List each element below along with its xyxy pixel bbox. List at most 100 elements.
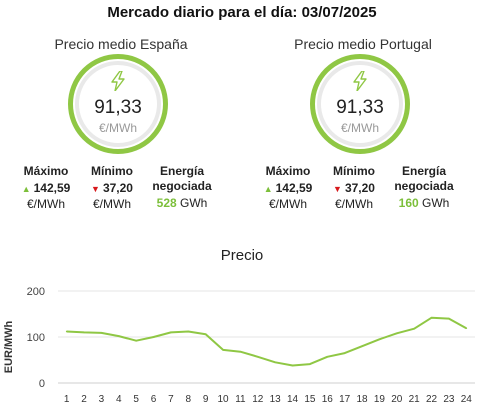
max-value: 142,59 [275, 181, 313, 195]
max-label: Máximo [23, 164, 69, 178]
x-tick-label: 14 [287, 394, 299, 405]
price-gauge: 91,33 €/MWh [310, 54, 410, 154]
data-point [204, 333, 207, 336]
triangle-down-icon: ▼ [91, 184, 100, 194]
x-tick-label: 18 [357, 394, 369, 405]
x-tick-label: 3 [99, 394, 105, 405]
data-point [413, 327, 415, 330]
y-tick-label: 100 [27, 332, 45, 344]
energy-label: Energía [401, 164, 446, 178]
gauge-unit: €/MWh [340, 121, 379, 135]
data-point [118, 335, 120, 337]
stat-minimum: Mínimo ▼ 37,20 €/MWh [82, 164, 142, 212]
energy-label-2: negociada [394, 179, 454, 193]
data-point [430, 316, 433, 319]
data-point [448, 317, 450, 320]
max-unit: €/MWh [268, 197, 307, 211]
min-unit: €/MWh [334, 197, 373, 211]
data-point [222, 349, 224, 351]
gauge-value: 91,33 [94, 97, 142, 118]
stat-energy: Energía negociada 160 GWh [388, 164, 460, 211]
min-value: 37,20 [102, 181, 133, 195]
y-tick-label: 200 [27, 286, 45, 298]
x-tick-label: 20 [391, 394, 403, 405]
data-point [396, 332, 398, 335]
stat-energy: Energía negociada 528 GWh [146, 164, 218, 211]
data-point [239, 350, 242, 353]
lightning-bolt-icon [315, 71, 405, 91]
data-point [465, 327, 468, 330]
data-point [378, 338, 381, 341]
panel-spain: Precio medio España 91,33 €/MWh Máximo ▲… [0, 36, 242, 221]
max-unit: €/MWh [26, 197, 65, 211]
data-point [326, 355, 329, 358]
data-point [291, 364, 294, 367]
gauge-inner-ring [75, 61, 161, 147]
panel-heading: Precio medio España [54, 36, 188, 52]
data-point [274, 361, 276, 364]
data-point [361, 345, 363, 347]
x-tick-label: 12 [252, 394, 264, 405]
page-title: Mercado diario para el día: 03/07/2025 [107, 4, 377, 21]
y-tick-label: 0 [39, 378, 45, 390]
chart-title: Precio [220, 247, 264, 264]
x-tick-label: 5 [133, 394, 139, 405]
min-value: 37,20 [344, 181, 375, 195]
x-tick-label: 9 [203, 394, 209, 405]
stat-minimum: Mínimo ▼ 37,20 €/MWh [324, 164, 384, 212]
x-tick-label: 16 [322, 394, 334, 405]
triangle-up-icon: ▲ [21, 184, 31, 194]
stat-maximum: Máximo ▲ 142,59 €/MWh [14, 164, 78, 212]
x-tick-label: 24 [461, 394, 473, 405]
x-tick-label: 4 [116, 394, 122, 405]
data-point [257, 355, 259, 358]
data-point [65, 330, 68, 333]
price-gauge: 91,33 €/MWh [68, 54, 168, 154]
energy-unit: GWh [422, 196, 450, 210]
x-tick-label: 7 [168, 394, 174, 405]
gauge-unit: €/MWh [98, 121, 137, 135]
data-point [100, 332, 103, 334]
data-point [187, 330, 190, 333]
lightning-bolt-icon [73, 71, 163, 91]
data-point [170, 331, 172, 334]
data-point [83, 331, 85, 334]
panel-portugal: Precio medio Portugal 91,33 €/MWh Máximo… [242, 36, 484, 221]
x-tick-label: 21 [409, 394, 421, 405]
x-tick-label: 1 [64, 394, 70, 405]
data-point [343, 352, 346, 354]
triangle-down-icon: ▼ [333, 184, 342, 194]
min-label: Mínimo [333, 164, 375, 178]
energy-unit: GWh [180, 196, 208, 210]
max-label: Máximo [265, 164, 311, 178]
gauge-inner-ring [317, 61, 403, 147]
x-tick-label: 19 [374, 394, 386, 405]
data-point [135, 339, 137, 342]
x-tick-label: 8 [186, 394, 192, 405]
energy-value: 160 [398, 196, 419, 210]
x-tick-label: 6 [151, 394, 157, 405]
max-value: 142,59 [33, 181, 71, 195]
min-label: Mínimo [91, 164, 133, 178]
panel-heading: Precio medio Portugal [294, 36, 432, 52]
energy-label: Energía [159, 164, 204, 178]
series-line [66, 316, 467, 367]
x-tick-label: 2 [81, 394, 87, 405]
x-tick-label: 17 [339, 394, 351, 405]
data-point [309, 363, 311, 365]
x-tick-label: 10 [218, 394, 230, 405]
triangle-up-icon: ▲ [263, 184, 273, 194]
min-unit: €/MWh [92, 197, 131, 211]
y-axis-label: EUR/MWh [3, 320, 15, 373]
x-tick-label: 11 [235, 394, 246, 405]
x-tick-label: 23 [443, 394, 455, 405]
x-tick-label: 22 [426, 394, 438, 405]
data-point [152, 336, 155, 338]
energy-label-2: negociada [152, 179, 212, 193]
x-tick-label: 13 [270, 394, 282, 405]
x-tick-label: 15 [304, 394, 316, 405]
energy-value: 528 [156, 196, 177, 210]
stat-maximum: Máximo ▲ 142,59 €/MWh [256, 164, 320, 212]
gauge-value: 91,33 [336, 97, 384, 118]
